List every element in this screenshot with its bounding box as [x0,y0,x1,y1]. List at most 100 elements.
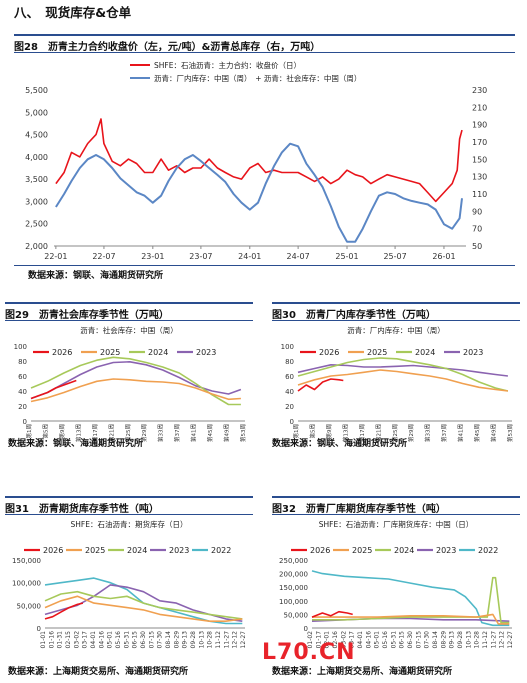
fig32-x-tick: 06-30 [407,631,414,649]
fig29-x-tick: 第33周 [157,424,165,442]
fig32-x-tick: 08-14 [432,631,439,649]
fig28-y-right-tick: 90 [472,207,482,216]
fig30-x-tick: 第9周 [325,424,333,439]
fig31-x-tick: 01-16 [48,631,55,649]
fig32-x-tick: 02-01 [324,631,331,649]
fig31-x-tick: 05-31 [123,631,130,649]
fig29-line-2026 [30,379,77,400]
fig28-x-tick: 23-07 [189,252,212,261]
fig29-x-tick: 第21周 [107,424,115,442]
fig31-title-rule [5,514,253,515]
fig28-x-tick: 25-07 [383,252,406,261]
fig32-y-tick: 0 [304,625,308,633]
fig30-chart: 沥青：厂内库存：中国（周） 2026 2025 2024 2023 0 20 40 60 80 10… [281,325,514,442]
fig28-title-rule [14,52,515,53]
fig28-chart: SHFE：石油沥青：主力合约：收盘价（日） 沥青：厂内库存：中国（周） + 沥青：… [25,60,487,261]
watermark-logo: L70.CN [262,640,356,665]
fig31-y-tick: 0 [37,625,41,633]
fig32-x-tick: 08-29 [440,631,447,649]
fig30-legend-2024: 2024 [415,348,435,357]
fig31-x-tick: 04-16 [98,631,105,649]
fig31-line-2022 [44,577,243,625]
fig28-x-tick: 22-07 [92,252,115,261]
fig29-x-tick: 第45周 [206,424,214,442]
fig31-y-tick: 150,000 [12,557,41,565]
fig28-y-left-tick: 2,500 [25,220,48,229]
fig30-line-2023 [297,363,508,377]
fig32-chart-title: SHFE：石油沥青：厂库期货库存：中国（日） [319,519,473,529]
fig29-x-tick: 第1周 [25,424,33,439]
fig31-x-tick: 11-27 [223,631,230,649]
fig29-line-2023 [30,360,242,400]
fig28-x-tick: 24-07 [286,252,309,261]
fig32-x-tick: 05-16 [382,631,389,649]
fig31-legend-2024: 2024 [127,546,147,555]
fig31-x-tick: 10-28 [207,631,214,649]
fig30-x-tick: 第29周 [407,424,415,442]
fig28-y-left-tick: 3,000 [25,197,48,206]
fig31-line-2026 [44,602,84,620]
fig28-y-left-tick: 3,500 [25,175,48,184]
fig31-x-tick: 12-27 [240,631,247,649]
fig32-x-tick: 03-02 [340,631,347,649]
fig32-title: 图32 沥青厂库期货库存季节性（吨） [272,504,446,515]
fig32-x-tick: 07-15 [415,631,422,649]
fig31-legend-2022: 2022 [211,546,231,555]
fig32-legend-2024: 2024 [394,546,414,555]
fig31-x-tick: 01-31 [57,631,64,649]
fig32-x-tick: 01-17 [315,631,322,649]
fig29-y-tick: 20 [18,403,27,411]
fig28-y-right-tick: 190 [472,121,487,130]
fig31-x-tick: 06-15 [132,631,139,649]
fig28-inventory-line [55,142,463,243]
fig29-title-rule [5,320,253,321]
fig32-y-tick: 200,000 [279,571,308,579]
fig31-x-tick: 02-15 [65,631,72,649]
fig31-x-tick: 05-16 [115,631,122,649]
fig32-top-rule [272,496,520,498]
fig31-x-tick: 06-30 [140,631,147,649]
fig30-y-tick: 0 [290,418,294,426]
fig30-legend-2023: 2023 [463,348,483,357]
fig32-x-tick: 05-01 [374,631,381,649]
fig31-x-tick: 03-17 [82,631,89,649]
fig31-y-tick: 100,000 [12,580,41,588]
fig30-x-tick: 第41周 [457,424,465,442]
fig32-x-tick: 05-31 [390,631,397,649]
fig32-x-tick: 12-27 [507,631,514,649]
fig32-x-tick: 10-13 [465,631,472,649]
fig29-x-tick: 第29周 [140,424,148,442]
fig30-x-tick: 第25周 [391,424,399,442]
fig29-x-tick: 第49周 [223,424,231,442]
fig28-y-right-tick: 110 [472,190,487,199]
fig30-y-tick: 100 [281,343,294,351]
fig29-title: 图29 沥青社会库存季节性（万吨） [5,310,169,321]
fig32-x-tick: 11-27 [490,631,497,649]
fig28-x-tick: 23-01 [141,252,164,261]
fig32-x-tick: 09-13 [449,631,456,649]
fig28-y-right-tick: 170 [472,138,487,147]
fig31-x-tick: 08-14 [165,631,172,649]
fig31-source: 数据来源：上海期货交易所、海通期货研究所 [8,667,189,677]
fig30-top-rule [272,302,520,304]
fig32-x-tick: 01-02 [307,631,314,649]
fig30-y-tick: 20 [285,403,294,411]
fig30-chart-title: 沥青：厂内库存：中国（周） [347,325,445,335]
fig28-x-tick: 22-01 [44,252,67,261]
fig28-source: 数据来源：钢联、海通期货研究所 [28,271,164,281]
fig30-x-tick: 第5周 [309,424,317,439]
fig28-x-tick: 25-01 [335,252,358,261]
fig32-line-2026 [311,610,353,618]
fig29-x-tick: 第53周 [239,424,247,442]
fig31-x-tick: 07-15 [148,631,155,649]
fig29-y-tick: 80 [18,358,27,366]
fig32-chart: SHFE：石油沥青：厂库期货库存：中国（日） 2026 2025 2024 2023 20… [279,519,514,649]
fig30-legend-2026: 2026 [319,348,339,357]
fig31-x-tick: 08-29 [173,631,180,649]
fig30-line-2024 [297,357,509,392]
fig32-x-tick: 12-12 [499,631,506,649]
fig32-y-tick: 150,000 [279,584,308,592]
fig31-line-2025 [44,595,243,622]
fig28-y-right-tick: 150 [472,155,487,164]
fig28-x-tick: 24-01 [238,252,261,261]
